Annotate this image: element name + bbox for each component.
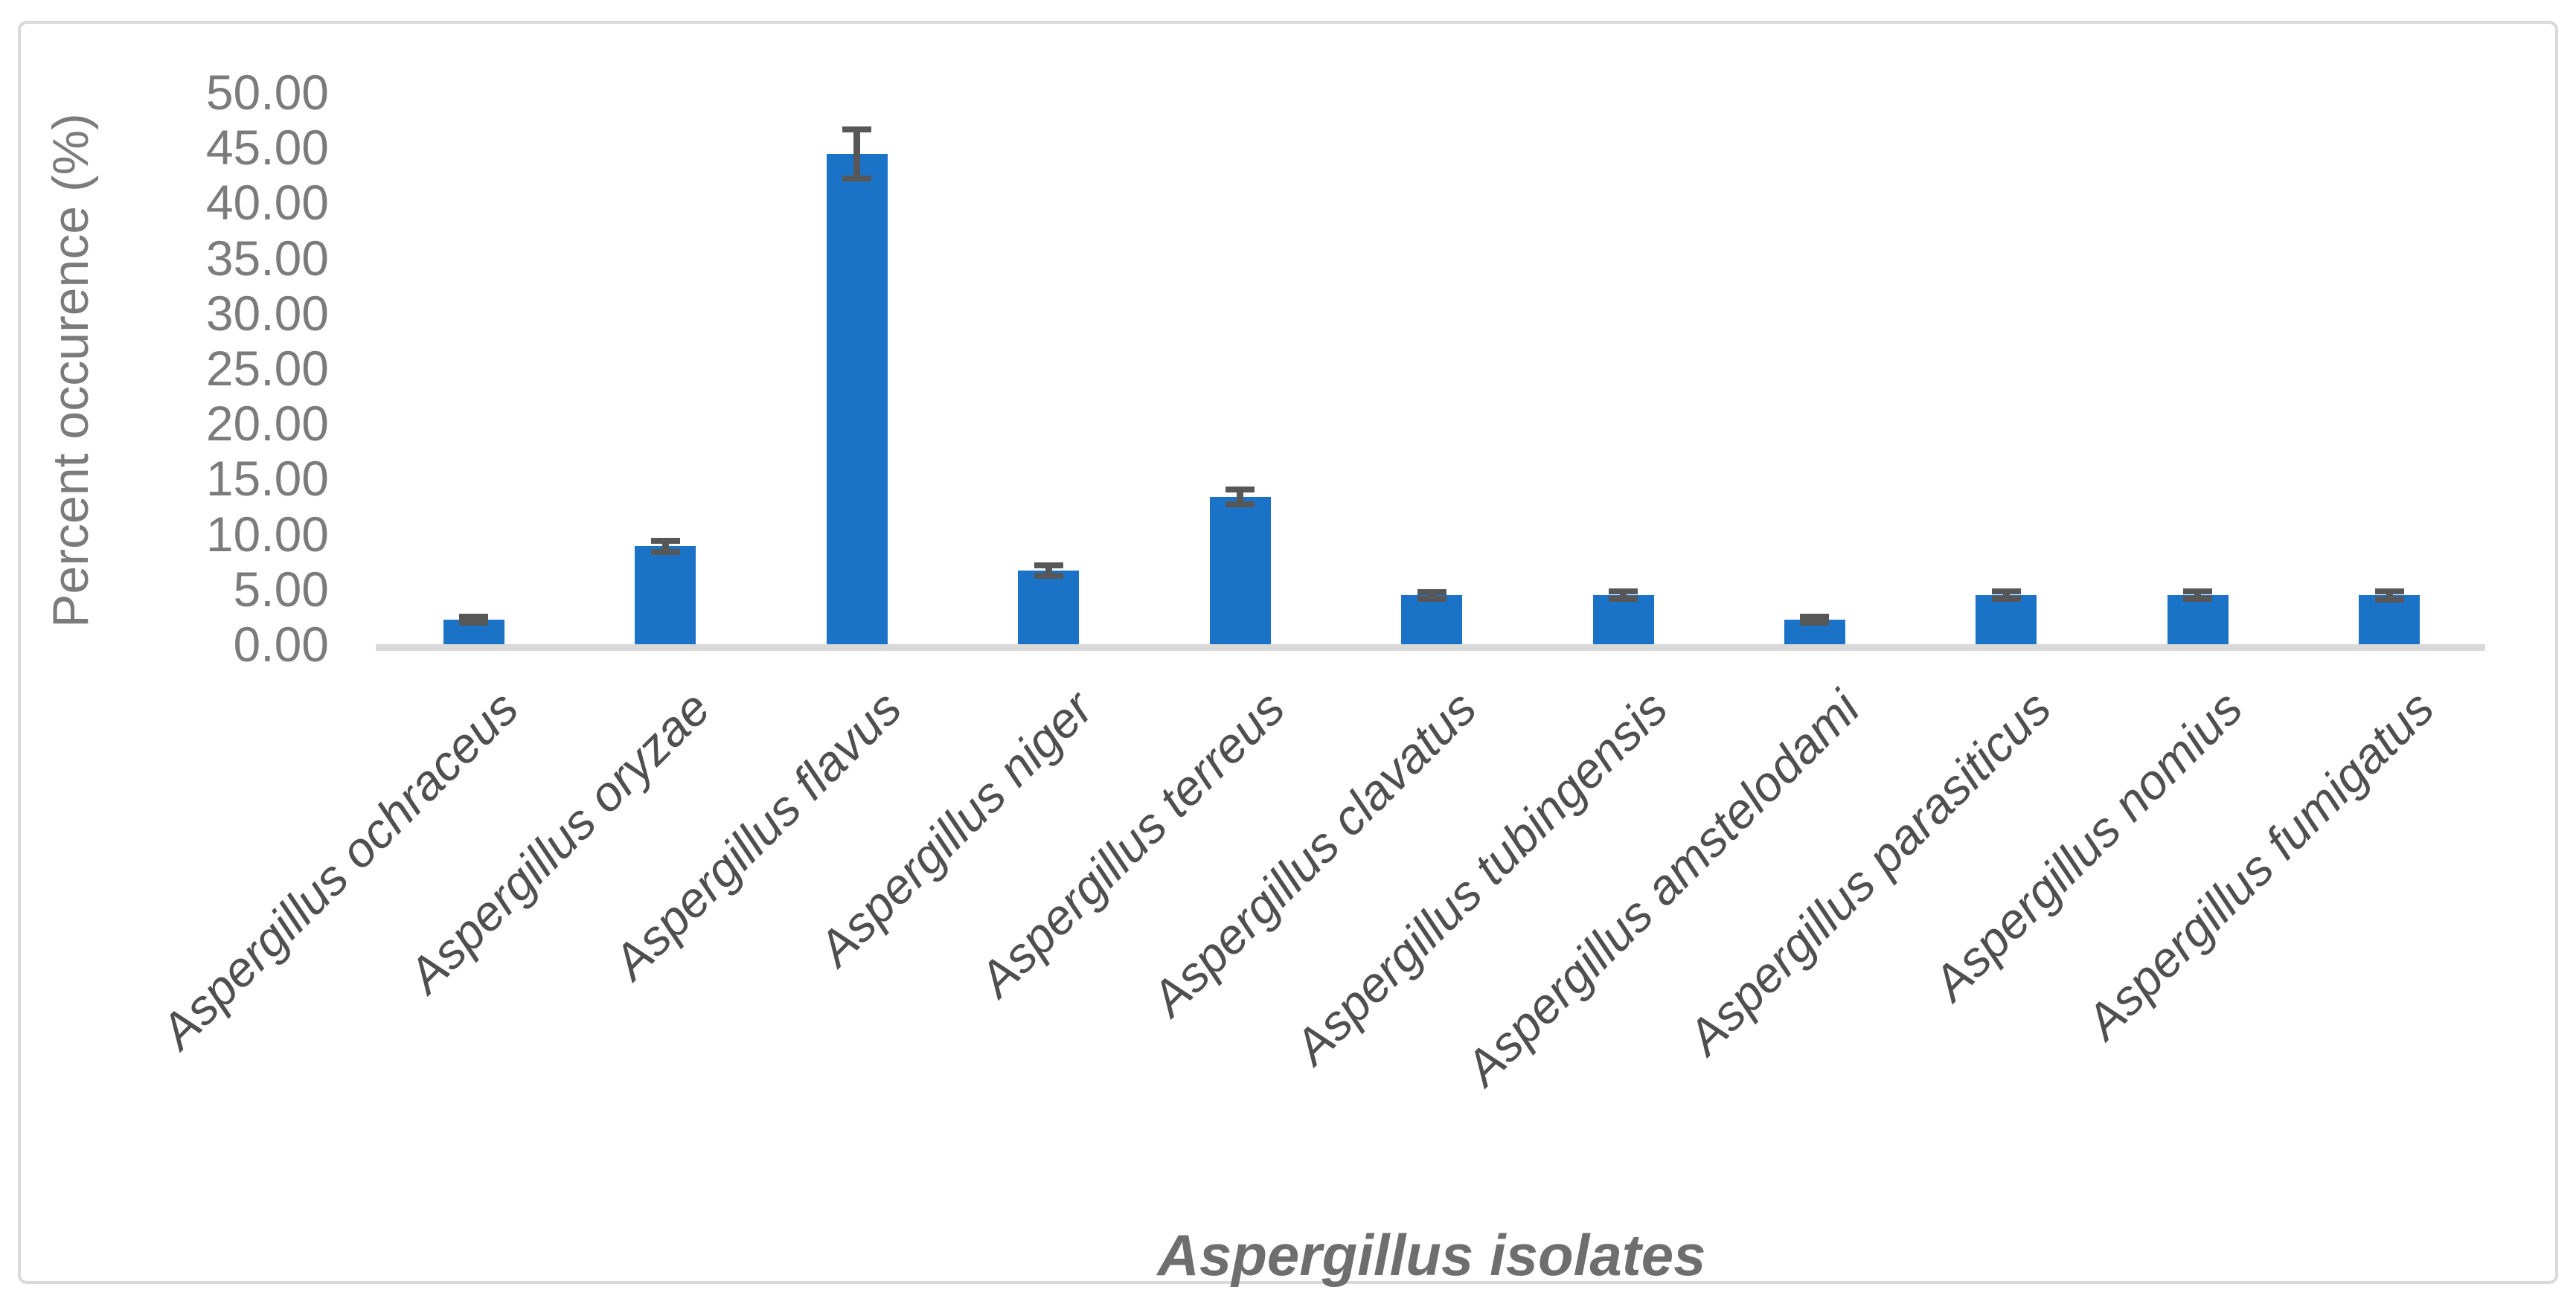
- bar: [2167, 595, 2229, 644]
- error-bar-cap-bottom: [1800, 620, 1830, 626]
- error-bar-cap-top: [1034, 562, 1063, 569]
- error-bar-line: [2194, 591, 2202, 599]
- error-bar-cap-top: [1417, 588, 1446, 595]
- error-bar-cap-bottom: [1417, 595, 1446, 602]
- y-tick-label: 20.00: [205, 396, 329, 452]
- y-tick-label: 15.00: [205, 451, 329, 507]
- y-tick-label: 35.00: [205, 230, 329, 286]
- error-bar-cap-top: [1991, 588, 2021, 595]
- y-tick-label: 0.00: [233, 617, 329, 672]
- error-bar-line: [470, 616, 478, 623]
- error-bar-cap-top: [459, 613, 489, 620]
- bar: [2359, 595, 2420, 644]
- error-bar-cap-bottom: [2183, 596, 2213, 602]
- y-tick-label: 40.00: [205, 175, 329, 231]
- error-bar-line: [853, 129, 861, 179]
- error-bar-cap-top: [1225, 487, 1255, 493]
- error-bar-cap-bottom: [842, 175, 872, 182]
- error-bar-cap-top: [1800, 613, 1830, 620]
- error-bar-line: [1811, 616, 1819, 623]
- bar: [1401, 595, 1462, 644]
- error-bar-cap-bottom: [1034, 572, 1063, 579]
- bar: [1209, 497, 1271, 644]
- error-bar-cap-top: [2374, 588, 2404, 594]
- error-bar-cap-top: [650, 537, 680, 544]
- bar: [1592, 595, 1654, 644]
- x-axis-line: [376, 644, 2485, 651]
- y-tick-label: 10.00: [205, 506, 329, 562]
- bar: [1976, 595, 2037, 644]
- bar: [826, 153, 888, 644]
- y-tick-label: 5.00: [233, 561, 329, 617]
- error-bar-line: [2386, 591, 2393, 600]
- error-bar-cap-top: [842, 126, 872, 132]
- error-bar-line: [1045, 565, 1052, 576]
- y-tick-label: 25.00: [205, 341, 329, 396]
- error-bar-cap-bottom: [2374, 596, 2404, 603]
- error-bar-cap-bottom: [459, 620, 489, 626]
- figure-border: [18, 21, 2558, 1284]
- error-bar-line: [1620, 591, 1627, 599]
- error-bar-cap-top: [2183, 588, 2213, 595]
- error-bar-line: [1428, 591, 1435, 599]
- error-bar-line: [661, 540, 669, 552]
- y-tick-label: 30.00: [205, 285, 329, 341]
- error-bar-cap-bottom: [1225, 501, 1255, 508]
- bar: [635, 546, 696, 644]
- error-bar-cap-top: [1609, 588, 1638, 595]
- error-bar-cap-bottom: [1991, 596, 2021, 602]
- error-bar-line: [1237, 489, 1243, 505]
- x-axis-title: Aspergillus isolates: [1157, 1222, 1706, 1288]
- error-bar-line: [2002, 591, 2010, 599]
- y-tick-label: 45.00: [205, 120, 329, 176]
- bar: [1018, 571, 1080, 644]
- error-bar-cap-bottom: [1609, 596, 1638, 602]
- error-bar-cap-bottom: [650, 548, 680, 555]
- y-tick-label: 50.00: [205, 65, 329, 120]
